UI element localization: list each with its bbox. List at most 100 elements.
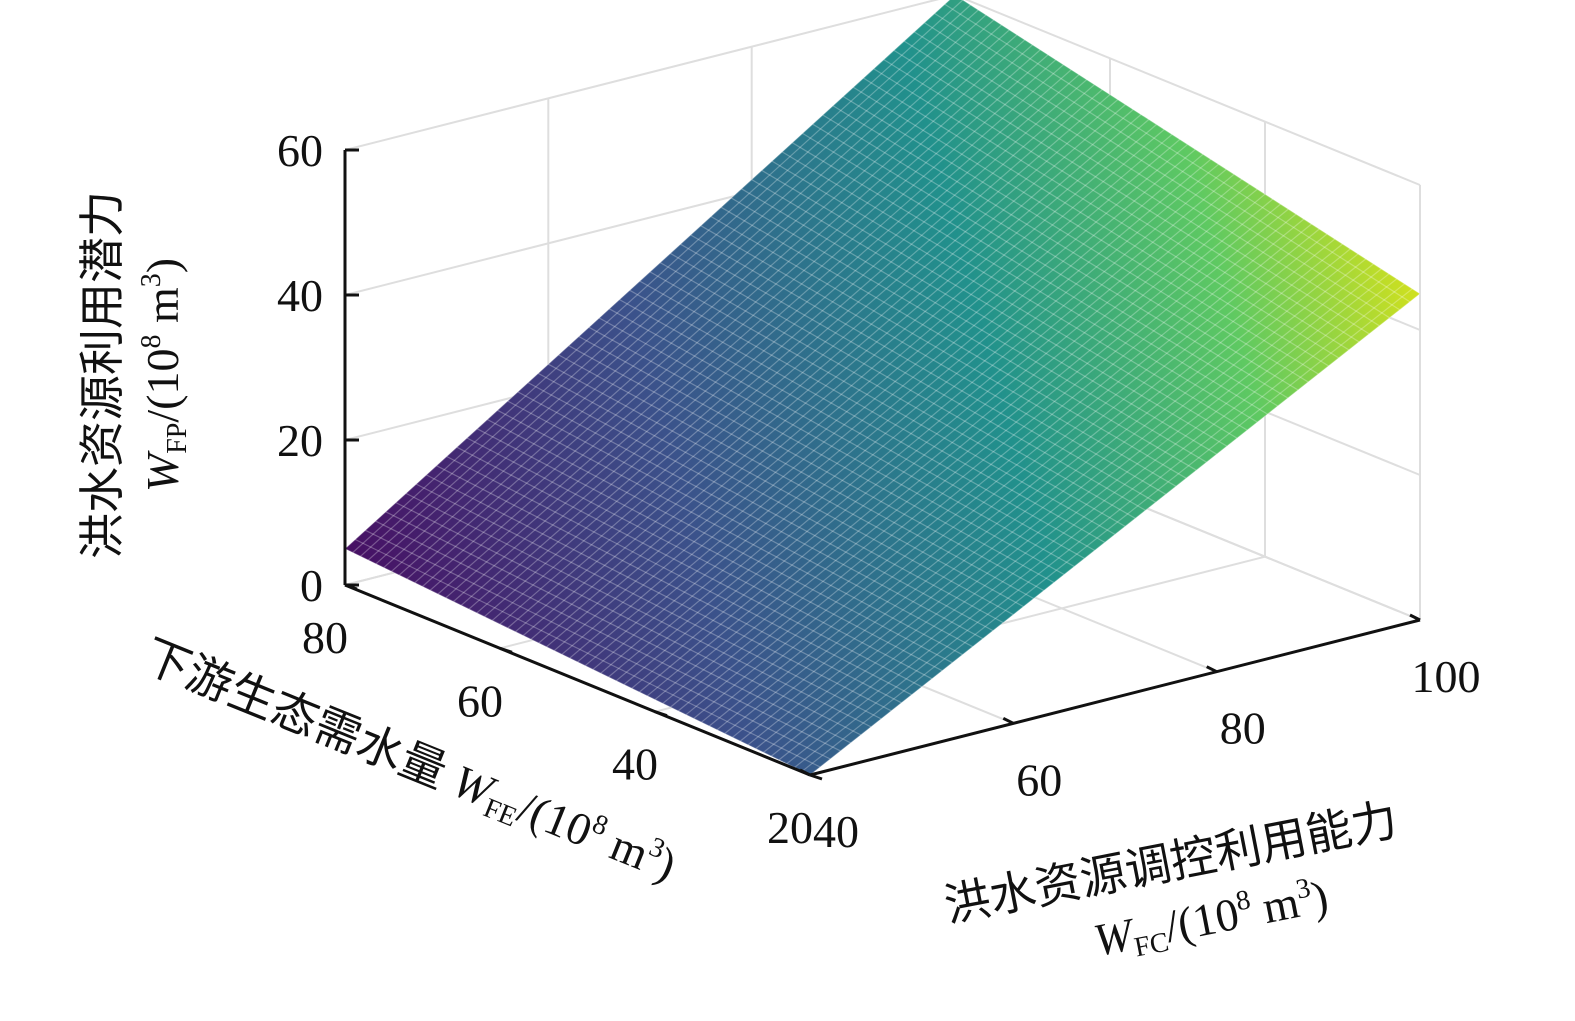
x-tick-label-60: 60 <box>1016 754 1062 805</box>
surface-mesh-line-x <box>507 400 973 648</box>
surface-mesh-line-x <box>741 188 1207 463</box>
surface-mesh-line-y <box>569 138 1181 659</box>
x-tick-mark-80 <box>1206 665 1218 674</box>
surface-mesh-line-y <box>608 163 1219 678</box>
surface-mesh-line-x <box>619 299 1085 559</box>
surface-mesh-line-x <box>812 123 1279 407</box>
surface-mesh-line-y <box>631 178 1243 689</box>
surface-mesh-line-x <box>405 492 872 728</box>
surface-mesh-line-y <box>592 153 1204 670</box>
z-tick-label-40: 40 <box>277 270 323 321</box>
surface-mesh-line-y <box>801 288 1413 772</box>
surface-mesh-line-x <box>558 354 1024 608</box>
x-tick-mark-100 <box>1409 613 1421 622</box>
surface-mesh-line-y <box>468 74 1080 610</box>
surface-mesh-line-x <box>842 95 1309 383</box>
surface-mesh-line-y <box>360 4 971 557</box>
surface-mesh-line-y <box>739 248 1351 742</box>
y-tick-mark-80 <box>344 583 358 591</box>
surface-mesh-line-y <box>670 203 1281 708</box>
surface-mesh-line-y <box>615 168 1227 682</box>
surface-mesh-line-x <box>832 105 1299 391</box>
surface-mesh-line-y <box>383 19 995 569</box>
surface-mesh-line-x <box>670 252 1136 519</box>
surface-mesh-line-y <box>476 79 1088 614</box>
surface-mesh-line-x <box>924 22 1390 319</box>
surface-mesh-line-x <box>446 455 912 696</box>
surface-fill <box>345 0 1420 775</box>
surface-mesh-line-y <box>724 238 1336 734</box>
surface-mesh-line-y <box>507 99 1119 629</box>
axis-layer <box>343 148 1421 781</box>
z-axis-label: 洪水资源利用潜力 <box>77 191 128 559</box>
surface-mesh-line-y <box>685 213 1297 716</box>
y-tick-label-80: 80 <box>302 612 348 663</box>
surface-mesh-line-y <box>522 109 1134 636</box>
surface-mesh-line-x <box>548 363 1014 616</box>
surface-mesh-line-x <box>659 262 1126 527</box>
surface-mesh-line-x <box>802 132 1268 415</box>
surface-mesh-line-y <box>809 293 1421 776</box>
surface-mesh-line-x <box>680 243 1146 511</box>
surface-mesh-line-x <box>588 326 1055 584</box>
surface-mesh-line-x <box>466 437 933 680</box>
surface-mesh-line-y <box>708 228 1320 727</box>
x-tick-mark-60 <box>1002 716 1014 725</box>
surface-mesh-line-y <box>429 49 1041 591</box>
surface-mesh-line-x <box>375 520 841 752</box>
surface-mesh-line-x <box>913 31 1380 327</box>
surface-mesh-line-x <box>426 474 892 712</box>
surface-mesh-line-y <box>530 114 1142 640</box>
surface-mesh-line-y <box>553 128 1165 652</box>
surface-mesh-line-y <box>732 243 1343 738</box>
z-tick-label-20: 20 <box>277 415 323 466</box>
z-axis-title: 洪水资源利用潜力 WFP/(108 m3) <box>77 191 193 559</box>
surface-mesh-line-y <box>561 133 1173 655</box>
surface-mesh-line-x <box>863 77 1329 367</box>
surface-mesh-line-x <box>537 372 1004 624</box>
surface-mesh-line-x <box>598 317 1065 576</box>
surface-mesh-line-x <box>629 289 1095 551</box>
y-axis-line <box>344 583 811 777</box>
surface-mesh-line-x <box>517 391 984 640</box>
surface-mesh-line-x <box>873 68 1340 359</box>
surface-mesh-line-y <box>344 0 951 550</box>
x-tick-label-100: 100 <box>1412 651 1481 702</box>
surface-mesh-line-x <box>456 446 923 688</box>
surface-mesh-line-x <box>568 345 1034 600</box>
surface-mesh-line-y <box>499 94 1111 625</box>
x-tick-label-40: 40 <box>813 806 859 857</box>
surface-mesh-line-y <box>770 268 1382 757</box>
surface-mesh-line-x <box>344 548 811 776</box>
surface-mesh-line-y <box>701 223 1312 723</box>
surface-mesh-line-x <box>700 225 1167 495</box>
surface-mesh-line-y <box>391 24 1002 572</box>
surface-mesh-line-y <box>786 278 1398 765</box>
surface-mesh-line-x <box>415 483 882 720</box>
surface-mesh-line-y <box>646 188 1258 697</box>
surface-mesh-line-y <box>398 29 1010 576</box>
surface-mesh-line-x <box>730 197 1197 471</box>
x-axis-title: 洪水资源调控利用能力 WFC/(108 m3) <box>940 794 1401 966</box>
side-wall-grid-z-60 <box>964 0 1421 186</box>
surface-mesh-line-y <box>367 9 979 561</box>
surface-mesh-line-x <box>822 114 1289 399</box>
surface-mesh-line-y <box>445 59 1057 599</box>
surface-mesh-line-x <box>751 179 1218 455</box>
y-tick-label-60: 60 <box>457 675 503 726</box>
surface-mesh-line-y <box>484 84 1095 618</box>
surface-mesh-line-y <box>491 89 1103 621</box>
z-axis-unit: WFP/(108 m3) <box>136 258 193 492</box>
y-tick-mark-40 <box>654 710 668 718</box>
surface-mesh-line-x <box>781 151 1248 431</box>
surface-mesh-line-y <box>515 104 1126 633</box>
surface-mesh-line-x <box>354 538 821 768</box>
y-tick-label-40: 40 <box>612 739 658 790</box>
surface-mesh-line-y <box>414 39 1026 584</box>
surface-mesh-line-x <box>395 502 862 736</box>
surface-mesh-line-y <box>716 233 1328 731</box>
x-tick-label-80: 80 <box>1220 703 1266 754</box>
surface-mesh-line-x <box>720 206 1187 479</box>
surface-mesh-line-x <box>476 428 943 672</box>
